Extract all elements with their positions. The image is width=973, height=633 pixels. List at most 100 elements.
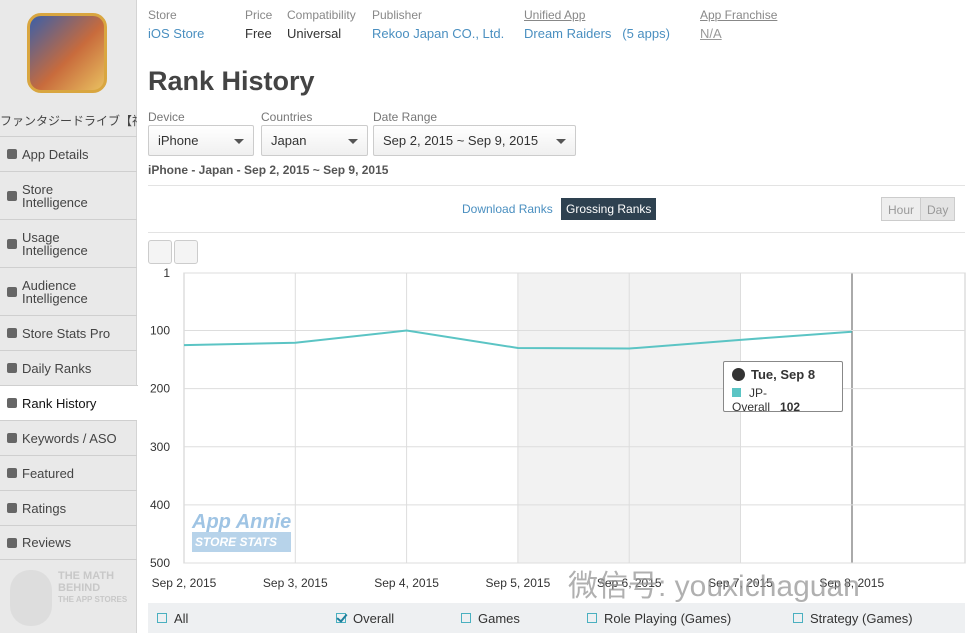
icon (7, 238, 17, 249)
logo-line: THE APP STORES (58, 595, 128, 604)
swatch (732, 388, 741, 397)
menu-item[interactable]: App Details (0, 136, 137, 171)
granularity-button[interactable]: Hour (881, 197, 922, 221)
icon (7, 398, 17, 408)
label: Featured (22, 465, 75, 481)
y-tick-label: 500 (150, 556, 170, 570)
field-value: N/A (700, 26, 722, 41)
watermark-line: STORE STATS (192, 532, 292, 552)
zoom-button[interactable] (174, 240, 198, 264)
filter: Countries Japan (261, 110, 368, 156)
reset-button[interactable] (148, 240, 172, 264)
field-label: Publisher (372, 8, 423, 22)
app-name: ファンタジードライブ【神... (0, 114, 137, 128)
icon (7, 149, 17, 159)
label: Audience Intelligence (22, 277, 88, 306)
menu-item[interactable]: Reviews (0, 525, 137, 560)
icon (7, 503, 17, 513)
menu-item[interactable]: Usage Intelligence (0, 219, 137, 267)
x-tick-label: Sep 8, 2015 (819, 576, 884, 590)
label: Reviews (22, 535, 72, 550)
menu-item[interactable]: Audience Intelligence (0, 267, 137, 315)
field-value: Universal (287, 26, 342, 41)
label: Store Stats Pro (22, 325, 111, 341)
checkbox[interactable] (336, 613, 346, 623)
x-tick-label: Sep 3, 2015 (263, 576, 328, 590)
granularity-button[interactable]: Day (920, 197, 956, 221)
tooltip-title: Tue, Sep 8 (732, 367, 834, 382)
legend-label: Overall (353, 611, 395, 626)
y-tick-label: 1 (163, 266, 170, 280)
header-field: App Franchise N/A (700, 8, 777, 41)
menu-item-active[interactable]: Rank History (0, 385, 139, 420)
dropdown[interactable]: Sep 2, 2015 ~ Sep 9, 2015 (373, 125, 576, 156)
header-field: Store iOS Store (148, 8, 204, 41)
overlay-watermark: 微信号: youxichaguan (568, 570, 860, 603)
legend-label: Role Playing (Games) (604, 611, 732, 626)
sidebar: ファンタジードライブ【神... App Details Store Intell… (0, 0, 139, 633)
icon (7, 328, 17, 338)
filter: Device iPhone (148, 110, 254, 156)
legend-item[interactable]: Role Playing (Games) (587, 611, 731, 626)
label: Daily Ranks (22, 360, 92, 376)
tooltip-value: 102 (780, 400, 801, 414)
legend-label: All (174, 611, 189, 626)
y-tick-label: 400 (150, 498, 170, 512)
x-tick-label: Sep 6, 2015 (597, 576, 662, 590)
menu-item[interactable]: Store Stats Pro (0, 315, 137, 350)
field-label: Compatibility (287, 8, 356, 22)
x-tick-label: Sep 5, 2015 (486, 576, 551, 590)
legend: All Overall Games Role Playing (Games) S… (148, 603, 965, 633)
chart-watermark: App Annie STORE STATS (192, 511, 292, 552)
field-value: Dream Raiders (5 apps) (524, 26, 670, 41)
y-tick-label: 300 (150, 440, 170, 454)
x-tick-label: Sep 7, 2015 (708, 576, 773, 590)
menu-item[interactable]: Store Intelligence (0, 171, 137, 219)
label: Usage Intelligence (22, 229, 88, 258)
icon (7, 433, 17, 443)
filter-label: Countries (261, 110, 313, 124)
menu-item[interactable]: Featured (0, 455, 137, 490)
field-value[interactable]: Rekoo Japan CO., Ltd. (372, 26, 505, 41)
legend-item[interactable]: Strategy (Games) (793, 611, 913, 626)
logo-line: THE MATH (58, 570, 115, 582)
field-extra[interactable]: (5 apps) (622, 26, 670, 41)
icon (7, 537, 17, 548)
tab[interactable]: Download Ranks (462, 202, 553, 216)
menu: App Details Store Intelligence Usage Int… (0, 136, 139, 560)
menu-item[interactable]: Ratings (0, 490, 137, 525)
filter-label: Date Range (373, 110, 438, 124)
icon (7, 286, 17, 297)
series-line (183, 329, 852, 350)
field-value[interactable]: iOS Store (148, 26, 205, 41)
icon (7, 363, 17, 373)
label: App Details (22, 146, 89, 162)
legend-item[interactable]: Games (461, 611, 520, 626)
icon (7, 190, 17, 201)
legend-label: Games (478, 611, 520, 626)
menu-item[interactable]: Daily Ranks (0, 350, 137, 385)
field-value-text[interactable]: Dream Raiders (524, 26, 612, 41)
checkbox[interactable] (793, 613, 803, 623)
icon (7, 468, 17, 478)
legend-item[interactable]: Overall (336, 611, 394, 626)
x-tick-label: Sep 4, 2015 (374, 576, 439, 590)
tab-active[interactable]: Grossing Ranks (561, 198, 657, 220)
logo: THE MATH BEHIND THE APP STORES (10, 570, 130, 626)
watermark-line: App Annie (192, 511, 292, 533)
field-label: Unified App (524, 8, 586, 22)
checkbox[interactable] (157, 613, 167, 623)
header-field: Unified App Dream Raiders (5 apps) (524, 8, 670, 41)
dropdown[interactable]: Japan (261, 125, 368, 156)
legend-item[interactable]: All (157, 611, 188, 626)
menu-item[interactable]: Keywords / ASO (0, 420, 137, 455)
summary: iPhone - Japan - Sep 2, 2015 ~ Sep 9, 20… (148, 163, 389, 177)
divider (148, 185, 965, 186)
header-field: Publisher Rekoo Japan CO., Ltd. (372, 8, 504, 41)
checkbox[interactable] (587, 613, 597, 623)
field-label: Price (245, 8, 273, 22)
checkbox[interactable] (461, 613, 471, 623)
dropdown[interactable]: iPhone (148, 125, 254, 156)
